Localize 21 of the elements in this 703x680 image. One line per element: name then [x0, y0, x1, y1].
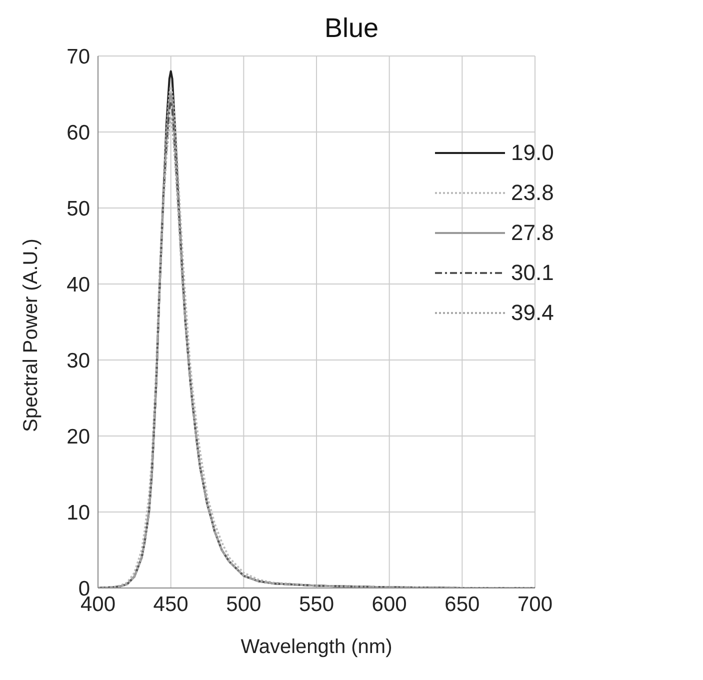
- y-tick-label: 40: [66, 273, 90, 296]
- x-tick-label: 600: [372, 592, 407, 616]
- y-tick-label: 70: [66, 45, 90, 68]
- legend-label: 39.4: [511, 300, 554, 326]
- x-tick-label: 450: [153, 592, 188, 616]
- legend-label: 23.8: [511, 180, 554, 206]
- y-tick-label: 30: [66, 349, 90, 372]
- x-axis-title: Wavelength (nm): [240, 636, 392, 658]
- legend-label: 27.8: [511, 220, 554, 246]
- x-tick-label: 550: [298, 592, 334, 616]
- x-tick-label: 500: [226, 592, 262, 616]
- legend-label: 19.0: [511, 140, 554, 166]
- x-tick-label: 700: [517, 592, 553, 616]
- y-tick-label: 10: [66, 501, 90, 524]
- y-axis-title: Spectral Power (A.U.): [20, 238, 42, 432]
- y-tick-label: 20: [66, 425, 90, 448]
- y-tick-label: 50: [66, 197, 90, 220]
- x-tick-label: 650: [444, 592, 480, 616]
- legend-label: 30.1: [511, 260, 554, 286]
- chart-title: Blue: [324, 13, 379, 43]
- y-tick-label: 60: [66, 121, 90, 144]
